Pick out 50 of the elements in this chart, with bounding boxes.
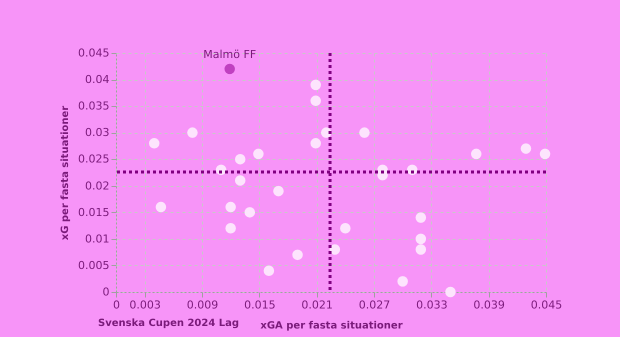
y-tick-label: 0.005	[78, 258, 110, 272]
point	[264, 266, 274, 276]
point	[156, 202, 166, 212]
point	[292, 250, 303, 260]
point	[397, 276, 408, 287]
point	[359, 127, 370, 138]
point	[416, 212, 426, 223]
x-tick-label: 0.003	[129, 298, 161, 312]
x-axis-title: xGA per fasta situationer	[260, 320, 403, 332]
point	[225, 202, 236, 212]
point	[187, 127, 198, 138]
point	[225, 223, 236, 234]
point	[224, 64, 235, 74]
point	[540, 148, 550, 160]
y-tick-label: 0.045	[78, 46, 110, 60]
text: Svenska Cupen 2024 Lag	[98, 318, 240, 329]
point	[234, 175, 246, 186]
point	[330, 244, 340, 255]
x-tick-label: 0.033	[416, 298, 448, 312]
x-tick-label: 0.027	[358, 298, 390, 312]
y-tick-label: 0	[102, 286, 110, 298]
x-tick-label: 0.009	[186, 298, 218, 312]
point	[273, 186, 284, 196]
x-tick-label: 0.015	[244, 298, 276, 312]
annotation: Malmö FF	[203, 48, 256, 61]
point	[340, 223, 351, 234]
y-tick-label: 0.035	[78, 100, 110, 113]
x-tick-label: 0.021	[301, 298, 333, 312]
y-axis-title: xG per fasta situationer	[60, 106, 72, 240]
x-tick-label: 0.045	[530, 298, 562, 312]
y-tick-label: 0.04	[85, 73, 110, 86]
point	[416, 234, 426, 244]
point	[253, 148, 264, 160]
point	[520, 143, 532, 154]
point	[244, 207, 256, 218]
point	[310, 80, 321, 90]
point	[234, 154, 246, 164]
x-tick-label: 0	[113, 298, 120, 312]
y-tick-label: 0.025	[78, 152, 110, 166]
point	[148, 138, 160, 149]
point	[416, 244, 426, 255]
y-tick-label: 0.02	[85, 179, 110, 192]
y-tick-label: 0.015	[78, 206, 110, 219]
point	[310, 138, 321, 149]
point	[445, 286, 456, 298]
x-tick-label: 0.039	[473, 298, 505, 312]
point	[310, 96, 321, 106]
y-tick-label: 0.01	[85, 232, 110, 246]
y-tick-label: 0.03	[85, 126, 110, 140]
point	[471, 148, 482, 160]
